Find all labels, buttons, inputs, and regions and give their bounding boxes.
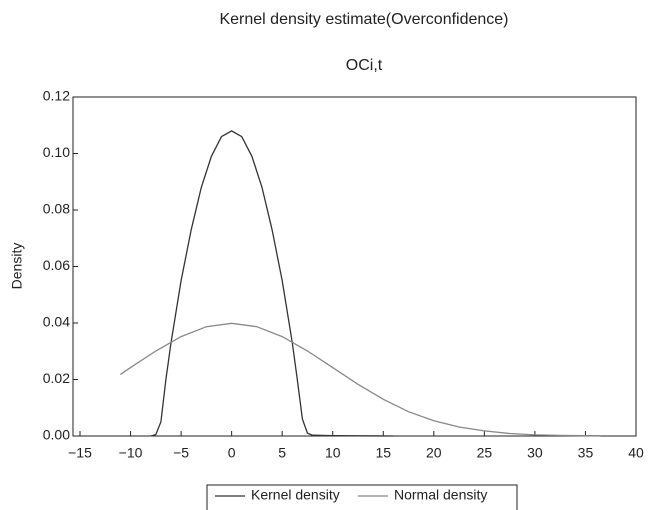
- y-axis-label: Density: [9, 243, 25, 290]
- x-tick-label: −10: [119, 445, 143, 461]
- chart-title: Kernel density estimate(Overconfidence): [219, 11, 508, 28]
- x-tick-label: −5: [173, 445, 189, 461]
- y-tick-label: 0.10: [43, 144, 70, 160]
- plot-frame: [72, 96, 637, 437]
- line-series: [150, 130, 394, 437]
- x-tick-label: 5: [278, 445, 286, 461]
- x-tick-label: 30: [527, 445, 543, 461]
- y-tick-label: 0.06: [43, 257, 70, 273]
- legend-label: Normal density: [394, 487, 487, 503]
- y-tick-label: 0.08: [43, 201, 70, 217]
- line-series: [120, 322, 601, 437]
- x-tick-label: −15: [68, 445, 92, 461]
- legend-box: [206, 484, 518, 510]
- x-tick-label: 10: [325, 445, 341, 461]
- legend-label: Kernel density: [251, 487, 340, 503]
- y-tick-label: 0.04: [43, 314, 70, 330]
- x-tick-label: 40: [628, 445, 644, 461]
- x-tick-label: 0: [228, 445, 236, 461]
- y-tick-label: 0.12: [43, 88, 70, 104]
- chart-subtitle: OCi,t: [346, 57, 383, 74]
- x-tick-label: 25: [477, 445, 493, 461]
- y-tick-label: 0.02: [43, 370, 70, 386]
- x-tick-label: 15: [375, 445, 391, 461]
- x-tick-label: 20: [426, 445, 442, 461]
- x-tick-label: 35: [578, 445, 594, 461]
- y-tick-label: 0.00: [43, 427, 70, 443]
